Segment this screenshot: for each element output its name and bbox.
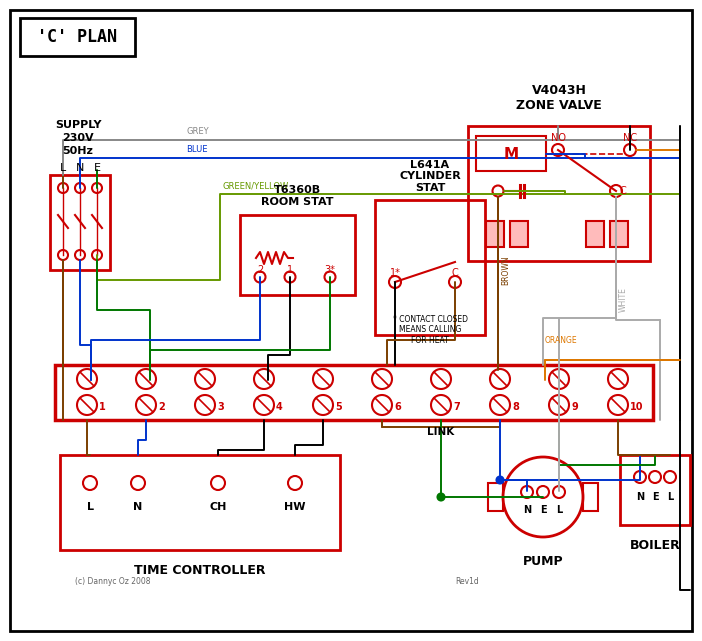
- Text: E: E: [540, 505, 546, 515]
- Bar: [510, 221, 528, 247]
- Text: V4043H
ZONE VALVE: V4043H ZONE VALVE: [516, 84, 602, 112]
- Text: N: N: [76, 163, 84, 173]
- Text: BOILER: BOILER: [630, 539, 680, 552]
- Bar: [468, 126, 650, 261]
- Text: N: N: [133, 502, 143, 512]
- Text: TIME CONTROLLER: TIME CONTROLLER: [134, 564, 266, 577]
- Text: N: N: [636, 492, 644, 502]
- Bar: [583, 483, 598, 511]
- Text: SUPPLY
230V
50Hz: SUPPLY 230V 50Hz: [55, 120, 101, 156]
- Text: 2: 2: [257, 265, 263, 275]
- Bar: [375, 200, 485, 335]
- Bar: [240, 215, 355, 295]
- Bar: [55, 365, 653, 420]
- Text: GREEN/YELLOW: GREEN/YELLOW: [222, 181, 289, 190]
- Circle shape: [437, 494, 444, 501]
- Bar: [476, 136, 546, 171]
- Text: 1*: 1*: [390, 268, 400, 278]
- Text: L: L: [556, 505, 562, 515]
- Bar: [610, 221, 628, 247]
- Text: N: N: [523, 505, 531, 515]
- Bar: [620, 455, 690, 525]
- Text: L: L: [667, 492, 673, 502]
- Text: LINK: LINK: [428, 427, 455, 437]
- Text: 4: 4: [276, 402, 283, 412]
- Text: L641A
CYLINDER
STAT: L641A CYLINDER STAT: [399, 160, 461, 193]
- Text: E: E: [93, 163, 100, 173]
- Text: * CONTACT CLOSED
MEANS CALLING
FOR HEAT: * CONTACT CLOSED MEANS CALLING FOR HEAT: [392, 315, 468, 345]
- Text: BLUE: BLUE: [186, 145, 208, 154]
- Text: M: M: [503, 147, 519, 162]
- Text: PUMP: PUMP: [523, 555, 563, 568]
- Text: E: E: [651, 492, 658, 502]
- Text: T6360B
ROOM STAT: T6360B ROOM STAT: [260, 185, 333, 207]
- Text: NC: NC: [623, 133, 637, 143]
- Text: 3: 3: [217, 402, 224, 412]
- Text: L: L: [86, 502, 93, 512]
- Text: NO: NO: [550, 133, 566, 143]
- Text: C: C: [620, 186, 626, 196]
- Text: 1: 1: [99, 402, 106, 412]
- Text: ORANGE: ORANGE: [545, 336, 578, 345]
- Text: 2: 2: [158, 402, 165, 412]
- Bar: [50, 175, 110, 270]
- Text: 3*: 3*: [324, 265, 336, 275]
- Text: 6: 6: [394, 402, 401, 412]
- Text: GREY: GREY: [186, 127, 208, 136]
- Circle shape: [496, 476, 503, 483]
- Text: 'C' PLAN: 'C' PLAN: [37, 28, 117, 46]
- Bar: [488, 483, 503, 511]
- Text: 10: 10: [630, 402, 644, 412]
- Bar: [486, 221, 504, 247]
- Text: 1: 1: [287, 265, 293, 275]
- Text: 9: 9: [571, 402, 578, 412]
- Text: 5: 5: [335, 402, 342, 412]
- Bar: [60, 455, 340, 550]
- Text: C: C: [451, 268, 458, 278]
- Text: CH: CH: [209, 502, 227, 512]
- Text: 7: 7: [453, 402, 460, 412]
- Text: (c) Dannyc Oz 2008: (c) Dannyc Oz 2008: [75, 578, 150, 587]
- Text: 8: 8: [512, 402, 519, 412]
- Text: WHITE: WHITE: [619, 288, 628, 312]
- Bar: [20, 18, 135, 56]
- Text: Rev1d: Rev1d: [455, 578, 479, 587]
- Text: BROWN: BROWN: [501, 255, 510, 285]
- Text: HW: HW: [284, 502, 306, 512]
- Text: L: L: [60, 163, 66, 173]
- Bar: [586, 221, 604, 247]
